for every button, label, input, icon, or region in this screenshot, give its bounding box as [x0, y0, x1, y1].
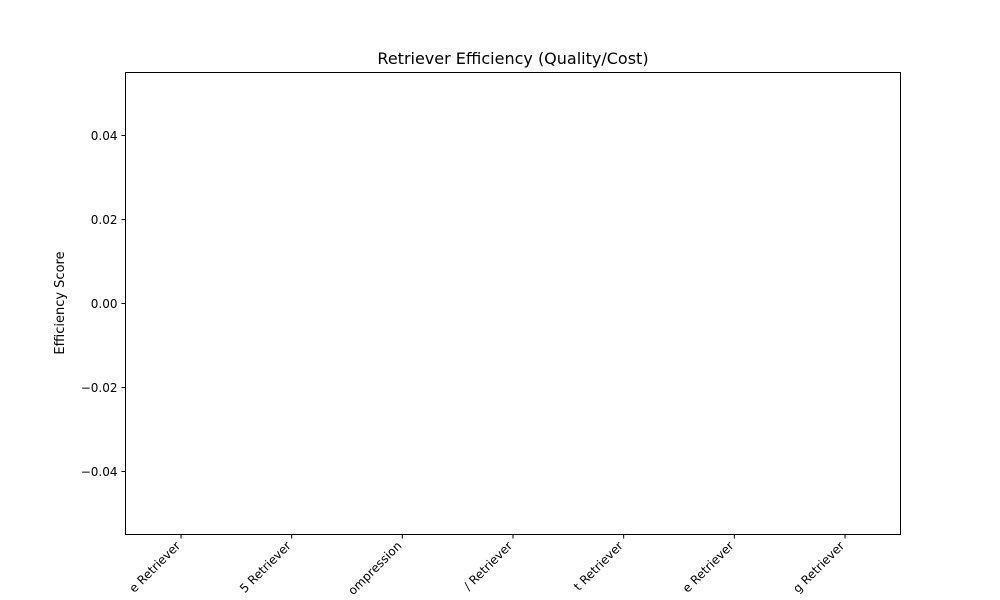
y-tick-label: 0.00	[91, 297, 118, 311]
y-axis-ticks: 0.04 0.02 0.00 −0.02 −0.04	[81, 129, 126, 479]
y-tick-label: −0.04	[81, 465, 118, 479]
x-tick-label: e Retriever	[680, 539, 737, 596]
y-tick-label: 0.04	[91, 129, 118, 143]
x-tick-label: 5 Retriever	[237, 539, 294, 596]
y-axis-label: Efficiency Score	[53, 251, 68, 354]
plot-area-frame	[125, 72, 901, 535]
x-tick-label: g Retriever	[790, 539, 847, 596]
x-tick-label: / Retriever	[461, 539, 515, 593]
x-tick-label: t Retriever	[571, 539, 626, 594]
x-tick-label: e Retriever	[126, 539, 183, 596]
chart-title: Retriever Efficiency (Quality/Cost)	[377, 49, 648, 68]
y-tick-label: −0.02	[81, 381, 118, 395]
x-axis-ticks: e Retriever 5 Retriever ompression / Retrie…	[126, 534, 847, 598]
x-tick-label: ompression	[345, 539, 404, 598]
y-tick-label: 0.02	[91, 213, 118, 227]
